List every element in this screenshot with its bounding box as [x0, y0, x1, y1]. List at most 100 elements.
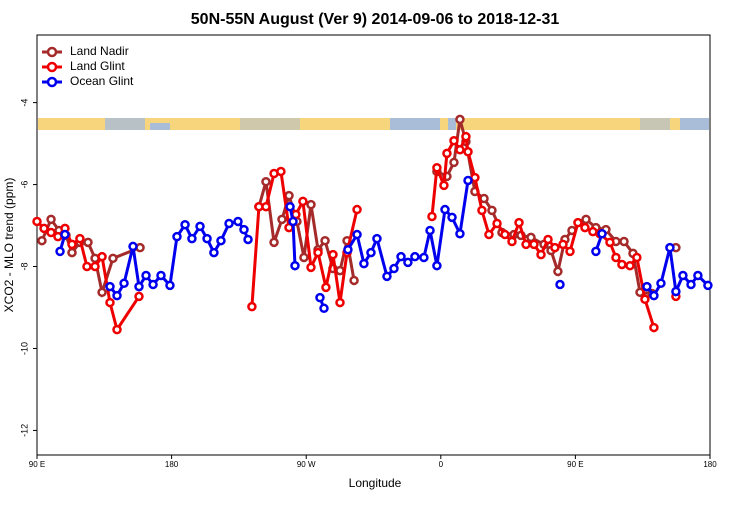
data-point: [605, 237, 615, 248]
data-point: [686, 279, 696, 290]
data-point: [37, 235, 47, 246]
data-point: [39, 223, 49, 234]
data-point: [463, 175, 473, 186]
data-point: [665, 242, 675, 253]
data-point: [366, 247, 376, 258]
data-point: [243, 234, 253, 245]
data-point: [487, 205, 497, 216]
legend-item: Ocean Glint: [42, 74, 134, 88]
data-point: [202, 233, 212, 244]
data-point: [492, 218, 502, 229]
data-point: [573, 217, 583, 228]
data-point: [449, 157, 459, 168]
data-point: [90, 261, 100, 272]
y-tick-label: -4: [19, 99, 29, 107]
data-point: [328, 249, 338, 260]
data-point: [432, 163, 442, 173]
legend-item: Land Glint: [42, 59, 125, 73]
data-point: [447, 212, 457, 223]
data-point: [46, 227, 56, 238]
data-point: [550, 242, 560, 253]
x-tick-label: 90 E: [567, 460, 583, 469]
data-point: [128, 241, 138, 252]
y-axis-label: XCO2 - MLO trend (ppm): [2, 178, 16, 313]
data-point: [396, 251, 406, 262]
data-point: [299, 252, 309, 263]
data-point: [284, 190, 294, 201]
y-tick-label: -10: [19, 342, 29, 355]
data-point: [67, 239, 77, 250]
data-point: [461, 131, 471, 142]
data-point: [349, 275, 359, 286]
data-point: [108, 253, 118, 264]
data-point: [134, 281, 144, 292]
data-point: [649, 290, 659, 301]
data-point: [134, 291, 144, 302]
data-point: [580, 222, 590, 233]
data-point: [75, 233, 85, 244]
data-point: [141, 270, 151, 281]
data-point: [233, 216, 243, 227]
data-point: [507, 236, 517, 247]
data-point: [32, 216, 42, 227]
legend-marker: [46, 46, 58, 58]
data-point: [536, 249, 546, 260]
data-point: [403, 257, 413, 268]
legend-label: Land Nadir: [70, 44, 129, 58]
data-point: [449, 135, 459, 146]
data-point: [306, 199, 316, 210]
data-point: [693, 270, 703, 281]
series: [55, 175, 713, 314]
data-point: [455, 144, 465, 155]
data-point: [611, 252, 621, 263]
data-point: [352, 229, 362, 240]
data-point: [440, 204, 450, 215]
data-point: [410, 251, 420, 262]
data-point: [105, 281, 115, 292]
data-point: [619, 236, 629, 247]
legend-marker: [46, 76, 58, 88]
data-point: [529, 239, 539, 250]
data-point: [180, 219, 190, 230]
data-point: [112, 324, 122, 335]
legend-item: Land Nadir: [42, 44, 129, 58]
data-point: [656, 278, 666, 289]
data-point: [172, 231, 182, 242]
data-point: [82, 261, 92, 272]
data-point: [372, 233, 382, 244]
data-point: [703, 280, 713, 291]
data-point: [632, 252, 642, 263]
data-point: [148, 279, 158, 290]
data-point: [419, 252, 429, 263]
data-point: [209, 247, 219, 258]
map-strip: [38, 118, 709, 130]
data-point: [625, 260, 635, 271]
data-point: [285, 201, 295, 212]
data-point: [581, 214, 591, 225]
data-point: [439, 180, 449, 191]
data-point: [239, 224, 249, 235]
legend-label: Land Glint: [70, 59, 125, 73]
data-point: [277, 214, 287, 225]
data-point: [247, 301, 257, 312]
data-point: [288, 216, 298, 227]
data-point: [555, 279, 565, 290]
data-point: [352, 204, 362, 215]
data-point: [455, 114, 465, 125]
data-point: [156, 270, 166, 281]
data-point: [553, 266, 563, 277]
y-tick-label: -6: [19, 181, 29, 189]
data-point: [617, 259, 627, 270]
series: [38, 116, 679, 297]
data-point: [597, 228, 607, 239]
data-point: [269, 237, 279, 248]
data-point: [671, 286, 681, 297]
data-point: [335, 265, 345, 276]
data-point: [500, 229, 510, 240]
data-point: [46, 214, 56, 225]
data-point: [463, 147, 473, 157]
x-tick-label: 180: [703, 460, 717, 469]
data-point: [343, 244, 353, 255]
data-point: [432, 260, 442, 271]
